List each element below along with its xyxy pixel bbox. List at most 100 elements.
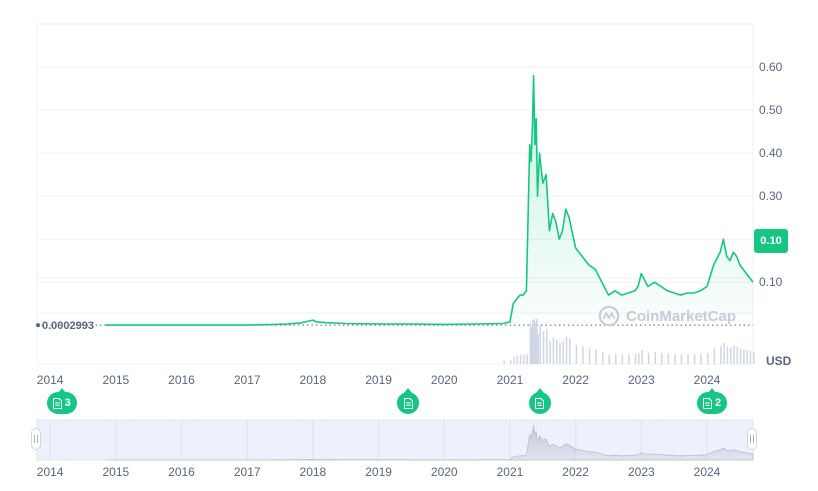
volume-bar — [513, 356, 515, 364]
current-price-tag: 0.10 — [754, 229, 788, 253]
volume-bar — [534, 323, 537, 364]
volume-bar — [736, 346, 739, 364]
volume-bar — [654, 352, 656, 364]
x-tick-label: 2016 — [168, 373, 195, 387]
news-count: 2 — [714, 397, 722, 409]
volume-bar — [713, 348, 716, 364]
document-icon — [403, 397, 413, 409]
volume-bar — [565, 336, 568, 364]
navigator-x-tick-label: 2018 — [300, 465, 327, 479]
volume-bar — [539, 325, 542, 364]
navigator-x-tick-label: 2016 — [168, 465, 195, 479]
x-tick-label: 2024 — [694, 373, 721, 387]
volume-bar — [743, 349, 745, 364]
volume-bar — [536, 319, 538, 364]
x-tick-label: 2023 — [628, 373, 655, 387]
volume-bar — [621, 354, 624, 364]
volume-bar — [532, 320, 534, 364]
volume-bar — [601, 352, 604, 364]
y-tick-label: 0.30 — [759, 189, 783, 203]
document-icon — [52, 397, 62, 409]
volume-bar — [562, 341, 565, 364]
volume-bar — [549, 341, 551, 364]
price-area — [105, 75, 753, 326]
volume-bar — [569, 338, 571, 364]
navigator-x-tick-label: 2024 — [694, 465, 721, 479]
volume-bar — [753, 352, 755, 364]
currency-label: USD — [766, 354, 792, 368]
volume-bar — [530, 326, 533, 364]
x-tick-label: 2018 — [300, 373, 327, 387]
x-tick-label: 2019 — [365, 373, 392, 387]
volume-bar — [509, 360, 512, 364]
volume-bar — [667, 353, 670, 364]
volume-bar — [546, 329, 548, 364]
news-marker[interactable] — [528, 388, 551, 414]
volume-bar — [634, 353, 637, 364]
y-tick-label: 0.60 — [759, 60, 783, 74]
document-icon — [702, 397, 712, 409]
volume-bar — [700, 353, 702, 364]
navigator-right-handle[interactable] — [747, 428, 757, 450]
volume-bar — [739, 348, 742, 364]
volume-bar — [555, 339, 558, 364]
volume-bar — [674, 354, 676, 364]
volume-bar — [628, 354, 630, 364]
volume-bar — [542, 331, 545, 364]
volume-bar — [733, 345, 735, 364]
x-tick-label: 2017 — [234, 373, 261, 387]
coinmarketcap-watermark: CoinMarketCap — [598, 305, 736, 327]
y-tick-label: 0.40 — [759, 146, 783, 160]
navigator-x-tick-label: 2022 — [562, 465, 589, 479]
volume-bar — [552, 337, 555, 364]
navigator-x-tick-label: 2019 — [365, 465, 392, 479]
volume-bar — [559, 343, 561, 364]
y-tick-label: 0.50 — [759, 103, 783, 117]
volume-bar — [726, 346, 729, 364]
navigator-x-tick-label: 2020 — [431, 465, 458, 479]
navigator-x-tick-label: 2017 — [234, 465, 261, 479]
start-price-dot — [36, 323, 40, 328]
volume-bar — [615, 353, 617, 364]
x-tick-label: 2014 — [37, 373, 64, 387]
plot-frame — [36, 23, 754, 365]
volume-bar — [638, 352, 640, 364]
volume-bar — [647, 352, 650, 364]
volume-bar — [641, 350, 643, 364]
volume-bar — [608, 354, 610, 364]
news-marker[interactable]: 3 — [46, 388, 77, 414]
volume-bar — [588, 348, 591, 364]
volume-bar — [687, 354, 689, 364]
x-tick-label: 2015 — [102, 373, 129, 387]
coinmarketcap-logo-icon — [598, 305, 620, 327]
x-tick-label: 2022 — [562, 373, 589, 387]
volume-bar — [537, 334, 540, 364]
volume-bar — [707, 352, 709, 364]
volume-bar — [523, 354, 525, 364]
volume-bar — [503, 360, 505, 364]
news-marker[interactable]: 2 — [697, 388, 728, 414]
x-tick-label: 2020 — [431, 373, 458, 387]
news-count: 3 — [64, 397, 71, 409]
volume-bar — [749, 351, 752, 364]
volume-bar — [661, 352, 663, 364]
volume-bar — [680, 354, 683, 364]
volume-bar — [723, 343, 725, 364]
volume-bar — [575, 344, 578, 364]
volume-bar — [516, 355, 519, 364]
start-price-label: 0.0002993 — [42, 320, 94, 332]
document-icon — [535, 397, 544, 409]
volume-bar — [746, 350, 748, 364]
navigator-series — [105, 425, 754, 461]
navigator-x-tick-label: 2023 — [628, 465, 655, 479]
navigator-x-tick-label: 2014 — [37, 465, 64, 479]
price-line — [105, 74, 754, 326]
volume-bar — [693, 354, 696, 364]
news-marker[interactable] — [397, 388, 420, 414]
volume-bar — [529, 323, 532, 364]
navigator-panel — [36, 419, 754, 461]
volume-bar — [526, 353, 528, 364]
volume-bar — [582, 346, 584, 364]
navigator-left-handle[interactable] — [31, 428, 41, 450]
